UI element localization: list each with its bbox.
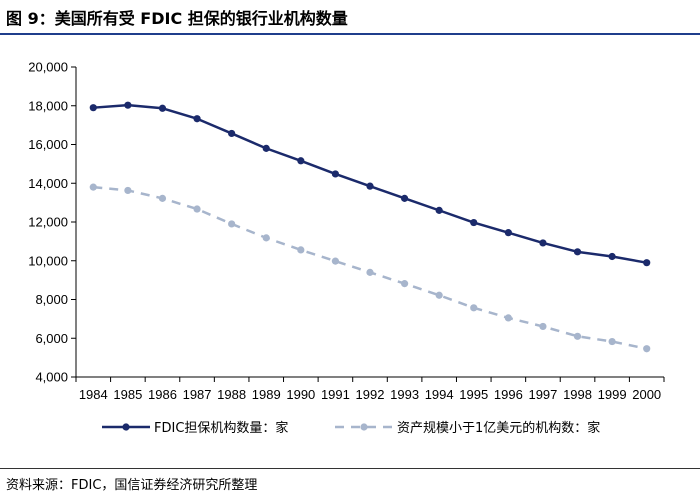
title-rule [0,33,700,35]
x-tick-label: 1989 [252,387,281,402]
data-point-1 [608,337,616,346]
data-point-0 [366,182,374,190]
data-point-1 [504,314,512,322]
y-tick-label: 10,000 [28,253,68,268]
data-point-1 [435,291,443,299]
legend-swatch-marker [360,423,368,431]
x-tick-label: 1991 [321,387,350,402]
x-tick-label: 1998 [563,387,592,402]
y-tick-label: 20,000 [28,60,68,75]
chart-title: 图 9：美国所有受 FDIC 担保的银行业机构数量 [6,9,348,28]
data-point-0 [297,157,305,165]
x-tick-label: 1996 [494,387,523,402]
data-point-1 [262,234,270,242]
data-point-0 [643,259,651,267]
x-tick-label: 1985 [113,387,142,402]
y-tick-label: 18,000 [28,98,68,113]
chart-legend: FDIC担保机构数量：家 资产规模小于1亿美元的机构数：家 [102,420,600,436]
data-point-1 [331,257,340,265]
y-tick-label: 16,000 [28,137,68,152]
x-tick-label: 1997 [528,387,557,402]
chart-series [89,101,651,353]
data-point-1 [643,345,651,353]
data-point-0 [470,218,478,227]
data-point-0 [573,248,582,256]
x-tick-label: 1999 [598,387,627,402]
data-point-0 [435,206,443,214]
data-point-0 [400,194,409,202]
y-tick-label: 4,000 [35,370,68,385]
line-chart: 4,000 6,000 8,000 10,000 12,000 14,000 16,000 1… [28,60,665,436]
legend-label: 资产规模小于1亿美元的机构数：家 [397,420,600,436]
data-point-1 [366,268,374,276]
x-tick-label: 2000 [632,387,661,402]
source-note: 资料来源：FDIC，国信证券经济研究所整理 [6,478,258,493]
chart-axes: 4,000 6,000 8,000 10,000 12,000 14,000 16,000 1… [28,60,665,402]
data-point-0 [158,104,167,112]
data-point-0 [124,101,132,109]
data-point-1 [297,246,305,254]
y-tick-label: 8,000 [35,292,68,307]
legend-swatch-marker [122,423,130,431]
x-tick-label: 1987 [183,387,212,402]
data-point-0 [193,115,201,123]
data-point-1 [470,304,478,312]
data-point-1 [539,322,547,331]
y-tick-label: 14,000 [28,176,68,191]
data-point-1 [193,205,201,213]
data-point-1 [124,186,132,195]
x-tick-label: 1992 [356,387,385,402]
data-point-0 [539,239,547,247]
x-tick-label: 1994 [425,387,454,402]
x-tick-label: 1995 [459,387,488,402]
data-point-0 [331,170,340,178]
data-point-1 [89,183,97,191]
data-point-1 [158,194,167,202]
y-tick-label: 12,000 [28,215,68,230]
data-point-1 [400,280,409,288]
series-line-1 [93,185,647,350]
x-tick-label: 1993 [390,387,419,402]
legend-label: FDIC担保机构数量：家 [154,420,288,436]
data-point-1 [573,332,582,340]
data-point-0 [504,229,512,237]
x-tick-label: 1988 [217,387,246,402]
y-tick-label: 6,000 [35,331,68,346]
x-tick-label: 1990 [286,387,315,402]
data-point-0 [262,144,270,152]
data-point-1 [228,220,236,228]
data-point-0 [89,104,97,112]
x-tick-label: 1986 [148,387,177,402]
source-rule [0,468,700,469]
data-point-0 [228,129,236,138]
x-tick-label: 1984 [79,387,108,402]
data-point-0 [608,252,616,261]
